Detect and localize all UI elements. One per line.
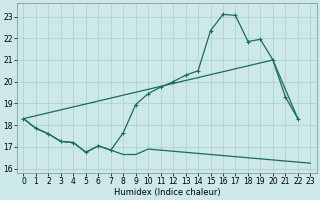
X-axis label: Humidex (Indice chaleur): Humidex (Indice chaleur) <box>114 188 220 197</box>
